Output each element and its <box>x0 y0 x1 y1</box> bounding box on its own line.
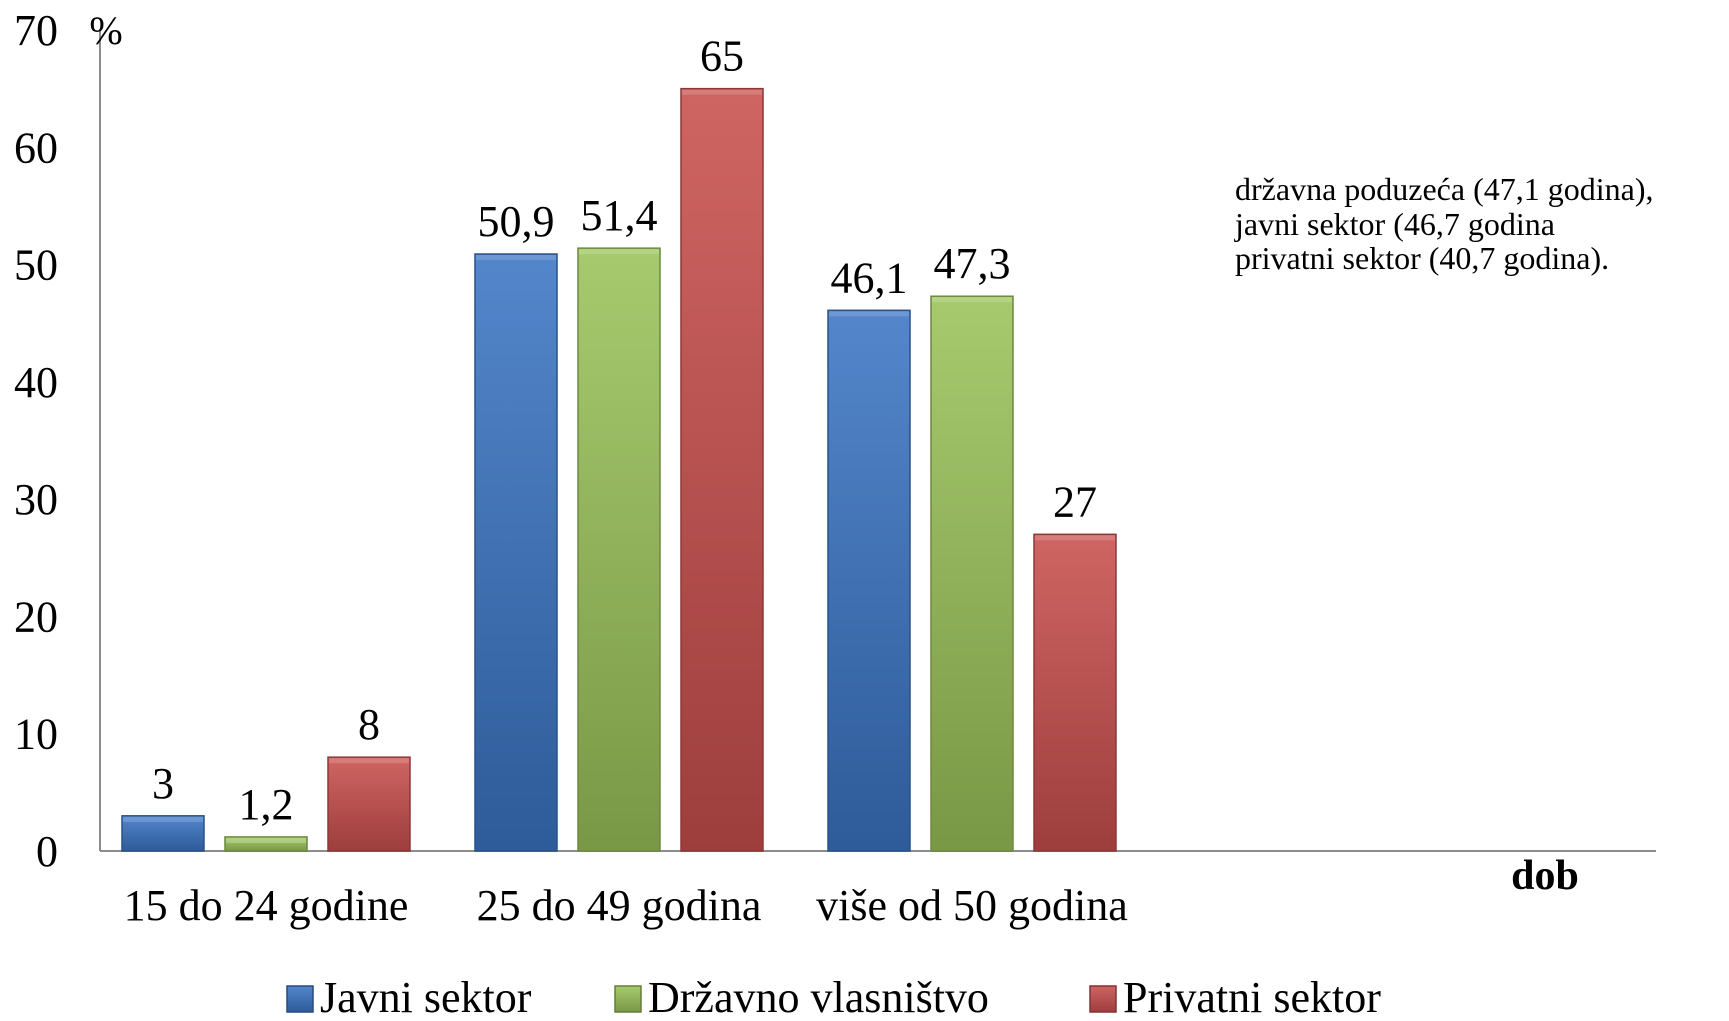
bar-highlight <box>329 758 409 764</box>
legend-label: Privatni sektor <box>1123 973 1381 1016</box>
annotation-line-1: državna poduzeća (47,1 godina), <box>1235 171 1653 207</box>
y-tick-label: 10 <box>14 710 58 759</box>
annotation-line-3: privatni sektor (40,7 godina). <box>1235 240 1609 276</box>
category-label: više od 50 godina <box>816 881 1128 930</box>
y-unit-label: % <box>89 8 122 53</box>
annotation-line-2: javni sektor (46,7 godina <box>1234 206 1555 242</box>
y-tick-label: 0 <box>36 827 58 876</box>
bar-highlight <box>829 311 909 317</box>
y-tick-label: 60 <box>14 123 58 172</box>
legend-label: Državno vlasništvo <box>648 973 989 1016</box>
bar-highlight <box>476 255 556 261</box>
bar <box>577 247 661 852</box>
annotation-block: državna poduzeća (47,1 godina), javni se… <box>1234 171 1653 276</box>
legend-label: Javni sektor <box>320 973 532 1016</box>
bar <box>680 87 764 852</box>
legend: Javni sektor Državno vlasništvo Privatni s… <box>286 973 1381 1021</box>
data-label: 3 <box>152 759 174 808</box>
data-label: 50,9 <box>478 197 555 246</box>
bars <box>121 87 1117 852</box>
y-tick-label: 70 <box>14 6 58 55</box>
bar-highlight <box>1035 535 1115 541</box>
bar <box>474 253 558 852</box>
bar <box>327 756 411 852</box>
data-label: 65 <box>700 32 744 81</box>
y-tick-label: 30 <box>14 475 58 524</box>
data-label: 47,3 <box>934 239 1011 288</box>
y-tick-label: 40 <box>14 358 58 407</box>
legend-swatch <box>1089 985 1117 1013</box>
category-label: 15 do 24 godine <box>124 881 409 930</box>
legend-swatch <box>614 985 642 1013</box>
bar-highlight <box>226 837 306 843</box>
bar <box>1033 533 1117 852</box>
bar <box>827 309 911 852</box>
legend-swatch <box>286 985 314 1013</box>
bar-highlight <box>682 89 762 95</box>
y-tick-label: 20 <box>14 592 58 641</box>
data-label: 51,4 <box>581 191 658 240</box>
category-label: 25 do 49 godina <box>477 881 762 930</box>
bar-highlight <box>123 816 203 822</box>
x-axis-title: dob <box>1511 853 1579 899</box>
bar-highlight <box>579 249 659 255</box>
bar <box>930 295 1014 852</box>
y-tick-labels: 0 10 20 30 40 50 60 70 <box>14 6 58 876</box>
data-label: 46,1 <box>831 253 908 302</box>
bar-highlight <box>932 297 1012 303</box>
y-tick-label: 50 <box>14 241 58 290</box>
data-label: 1,2 <box>239 780 294 829</box>
data-label: 27 <box>1053 477 1097 526</box>
data-labels: 3 1,2 8 50,9 51,4 65 46,1 47,3 27 <box>152 32 1097 829</box>
data-label: 8 <box>358 700 380 749</box>
category-labels: 15 do 24 godine 25 do 49 godina više od 50… <box>124 881 1128 930</box>
